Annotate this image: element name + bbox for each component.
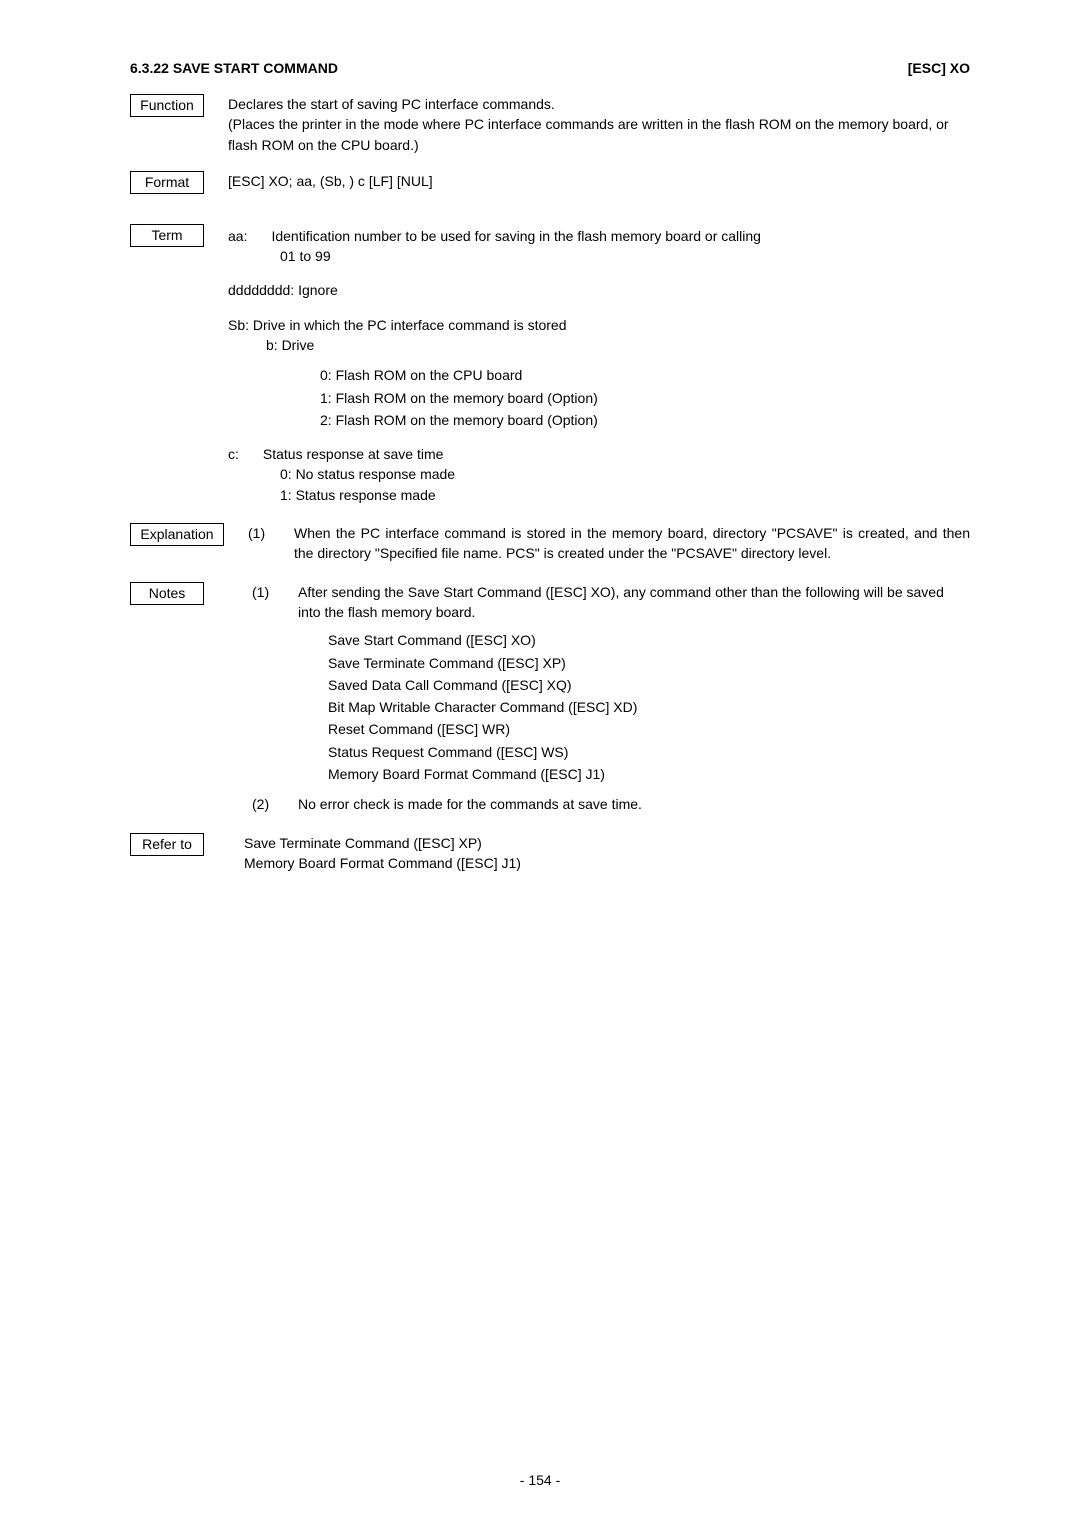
term-sb-header: Sb: Drive in which the PC interface comm…	[228, 315, 970, 335]
explanation-section: Explanation (1) When the PC interface co…	[130, 523, 970, 564]
notes-label: Notes	[130, 582, 204, 605]
format-label: Format	[130, 171, 204, 194]
notes-1e: Reset Command ([ESC] WR)	[328, 719, 970, 739]
term-drive-options: 0: Flash ROM on the CPU board 1: Flash R…	[320, 365, 970, 430]
explanation-item-1: (1) When the PC interface command is sto…	[248, 523, 970, 564]
notes-item-1-sublist: Save Start Command ([ESC] XO) Save Termi…	[328, 630, 970, 784]
notes-1d: Bit Map Writable Character Command ([ESC…	[328, 697, 970, 717]
refer-content: Save Terminate Command ([ESC] XP) Memory…	[244, 833, 970, 874]
term-ignore: dddddddd: Ignore	[228, 280, 970, 300]
notes-item-2: (2) No error check is made for the comma…	[252, 794, 970, 814]
page: 6.3.22 SAVE START COMMAND [ESC] XO Funct…	[0, 0, 1080, 1528]
notes-item-1-text: After sending the Save Start Command ([E…	[298, 582, 970, 623]
notes-item-1-body: After sending the Save Start Command ([E…	[298, 582, 970, 785]
refer-line-1: Save Terminate Command ([ESC] XP)	[244, 833, 970, 853]
notes-section: Notes (1) After sending the Save Start C…	[130, 582, 970, 815]
notes-1b: Save Terminate Command ([ESC] XP)	[328, 653, 970, 673]
explanation-content: (1) When the PC interface command is sto…	[248, 523, 970, 564]
term-aa-range: 01 to 99	[280, 246, 970, 266]
format-text: [ESC] XO; aa, (Sb, ) c [LF] [NUL]	[228, 171, 970, 191]
term-drive-2: 2: Flash ROM on the memory board (Option…	[320, 410, 970, 430]
notes-content: (1) After sending the Save Start Command…	[252, 582, 970, 815]
notes-item-1-num: (1)	[252, 582, 276, 602]
term-aa-lead: aa:	[228, 226, 247, 246]
function-text: Declares the start of saving PC interfac…	[228, 94, 970, 155]
term-c-1: 1: Status response made	[280, 485, 970, 505]
refer-line-2: Memory Board Format Command ([ESC] J1)	[244, 853, 970, 873]
explanation-item-1-num: (1)	[248, 523, 272, 543]
heading-right: [ESC] XO	[908, 60, 970, 76]
term-c: c: Status response at save time	[228, 444, 970, 464]
term-c-0: 0: No status response made	[280, 464, 970, 484]
term-drive-0: 0: Flash ROM on the CPU board	[320, 365, 970, 385]
term-content: aa: Identification number to be used for…	[228, 224, 970, 505]
refer-section: Refer to Save Terminate Command ([ESC] X…	[130, 833, 970, 874]
explanation-item-1-text: When the PC interface command is stored …	[294, 523, 970, 564]
format-section: Format [ESC] XO; aa, (Sb, ) c [LF] [NUL]	[130, 171, 970, 194]
explanation-label: Explanation	[130, 523, 224, 546]
notes-1g: Memory Board Format Command ([ESC] J1)	[328, 764, 970, 784]
term-aa: aa: Identification number to be used for…	[228, 226, 970, 246]
section-heading: 6.3.22 SAVE START COMMAND [ESC] XO	[130, 60, 970, 76]
notes-1a: Save Start Command ([ESC] XO)	[328, 630, 970, 650]
term-c-text: Status response at save time	[263, 444, 444, 464]
page-number: - 154 -	[0, 1472, 1080, 1488]
notes-1f: Status Request Command ([ESC] WS)	[328, 742, 970, 762]
notes-item-2-num: (2)	[252, 794, 276, 814]
heading-left: 6.3.22 SAVE START COMMAND	[130, 60, 338, 76]
term-label: Term	[130, 224, 204, 247]
term-drive-1: 1: Flash ROM on the memory board (Option…	[320, 388, 970, 408]
notes-item-1: (1) After sending the Save Start Command…	[252, 582, 970, 785]
notes-item-2-text: No error check is made for the commands …	[298, 794, 642, 814]
term-section: Term aa: Identification number to be use…	[130, 224, 970, 505]
term-c-lead: c:	[228, 444, 239, 464]
notes-1c: Saved Data Call Command ([ESC] XQ)	[328, 675, 970, 695]
term-b-drive: b: Drive	[266, 335, 970, 355]
function-section: Function Declares the start of saving PC…	[130, 94, 970, 155]
term-aa-text: Identification number to be used for sav…	[271, 226, 761, 246]
refer-label: Refer to	[130, 833, 204, 856]
function-label: Function	[130, 94, 204, 117]
